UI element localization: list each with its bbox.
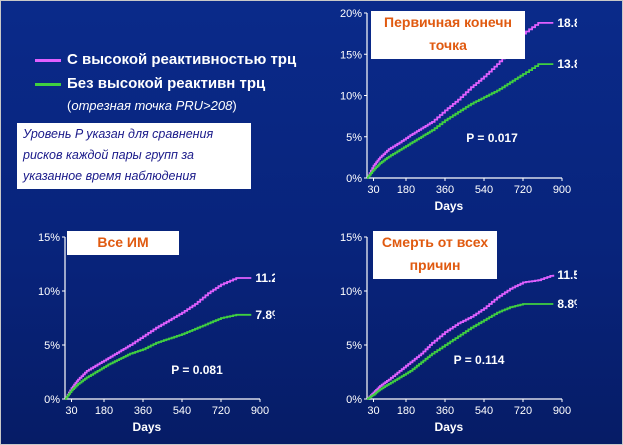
- legend-note-close: ): [232, 98, 237, 113]
- chart-1-xlabel: Days: [133, 420, 162, 434]
- chart-2-ytick-label-0: 0%: [346, 394, 362, 406]
- chart-1-series-0-end-label: 11.2%: [255, 271, 275, 285]
- chart-2-xtick-label-1: 180: [397, 405, 415, 417]
- chart-2-xtick-label-5: 900: [553, 405, 571, 417]
- legend-label-low: Без высокой реактивн трц: [67, 75, 266, 92]
- chart-all-cause-death-title-line-1: Смерть от всех: [381, 234, 489, 250]
- chart-0-ytick-label-0: 0%: [346, 173, 362, 185]
- chart-1-ytick-label-1: 5%: [44, 340, 60, 352]
- note-line-2: рисков каждой пары групп за: [23, 148, 195, 162]
- chart-1-xtick-label-3: 540: [173, 405, 191, 417]
- legend: С высокой реактивностью трц Без высокой …: [35, 48, 325, 116]
- chart-0-series-0-end-label: 18.8%: [557, 16, 577, 30]
- legend-note-open: (: [67, 98, 72, 113]
- chart-2-series-1: [367, 303, 554, 400]
- chart-2-xtick-label-0: 30: [367, 405, 379, 417]
- chart-2-series-0-end-label: 11.5%: [557, 268, 577, 282]
- chart-2-xtick-label-3: 540: [475, 405, 493, 417]
- chart-0-xtick-label-4: 720: [514, 184, 532, 196]
- chart-0-xlabel: Days: [435, 199, 464, 213]
- legend-swatch-low: [35, 83, 61, 86]
- chart-1-series-0: [65, 277, 252, 400]
- chart-all-cause-death-title-line-2: причин: [409, 257, 461, 273]
- chart-all-mi-title: Все ИМ: [67, 231, 179, 255]
- chart-2-xlabel: Days: [435, 420, 464, 434]
- chart-1-ytick-label-0: 0%: [44, 394, 60, 406]
- note-line-3: указанное время наблюдения: [23, 169, 196, 183]
- chart-2-xtick-label-4: 720: [514, 405, 532, 417]
- chart-2-ytick-label-3: 15%: [340, 232, 362, 244]
- p-value-note-box: Уровень P указан для сравнения рисков ка…: [17, 123, 251, 189]
- chart-all-mi-svg: 0% 5% 10% 15% 30 180 360 540 720 900 Days 11.2% 7.8%…: [38, 232, 289, 434]
- chart-primary-endpoint-title-line-2: точка: [429, 37, 467, 53]
- chart-all-cause-death-title: Смерть от всех причин: [373, 231, 497, 279]
- chart-2-p-value: P = 0.114: [454, 353, 505, 367]
- chart-1-series-1-end-label: 7.8%: [255, 308, 275, 322]
- legend-swatch-high: [35, 59, 61, 62]
- note-line-1: Уровень P указан для сравнения: [23, 127, 214, 141]
- chart-all-cause-death-svg: 0% 5% 10% 15% 30 180 360 540 720 900 Days 11.5% 8.8%…: [340, 232, 591, 434]
- chart-1-xtick-label-0: 30: [65, 405, 77, 417]
- chart-0-series-1-end-label: 13.8%: [557, 57, 577, 71]
- chart-1-ytick-label-3: 15%: [38, 232, 60, 244]
- chart-0-ytick-label-4: 20%: [340, 8, 362, 20]
- chart-0-series-1: [367, 63, 554, 179]
- chart-0-xtick-label-0: 30: [367, 184, 379, 196]
- chart-0-xtick-label-3: 540: [475, 184, 493, 196]
- chart-1-xtick-label-4: 720: [212, 405, 230, 417]
- chart-primary-endpoint: 0% 5% 10% 15% 20% 30 180 360 540 720 900 Days 18.8% 1…: [327, 3, 592, 213]
- chart-0-ytick-label-3: 15%: [340, 49, 362, 61]
- chart-1-xtick-label-1: 180: [95, 405, 113, 417]
- chart-primary-endpoint-title-line-1: Первичная конечн: [384, 14, 512, 30]
- chart-0-xtick-label-1: 180: [397, 184, 415, 196]
- chart-1-p-value: P = 0.081: [171, 363, 223, 377]
- chart-2-ytick-label-2: 10%: [340, 286, 362, 298]
- legend-item-low: Без высокой реактивн трц: [35, 72, 325, 96]
- legend-item-high: С высокой реактивностью трц: [35, 48, 325, 72]
- chart-1-xtick-label-5: 900: [251, 405, 269, 417]
- chart-2-ytick-label-1: 5%: [346, 340, 362, 352]
- chart-primary-endpoint-title: Первичная конечн точка: [371, 11, 525, 59]
- chart-2-xtick-label-2: 360: [436, 405, 454, 417]
- chart-0-ytick-label-1: 5%: [346, 132, 362, 144]
- chart-2-series-1-end-label: 8.8%: [557, 297, 577, 311]
- chart-all-cause-death: 0% 5% 10% 15% 30 180 360 540 720 900 Days 11.5% 8.8%…: [327, 227, 591, 434]
- legend-label-high: С высокой реактивностью трц: [67, 51, 297, 68]
- chart-all-mi: 0% 5% 10% 15% 30 180 360 540 720 900 Days 11.2% 7.8%…: [25, 227, 289, 434]
- chart-0-ytick-label-2: 10%: [340, 91, 362, 103]
- chart-1-xtick-label-2: 360: [134, 405, 152, 417]
- chart-1-ytick-label-2: 10%: [38, 286, 60, 298]
- chart-0-xtick-label-2: 360: [436, 184, 454, 196]
- chart-all-mi-title-line-1: Все ИМ: [97, 234, 149, 250]
- chart-1-series-1: [65, 313, 252, 400]
- legend-cutoff-note: (отрезная точка PRU>208): [35, 96, 325, 116]
- chart-0-xtick-label-5: 900: [553, 184, 571, 196]
- chart-2-series-0: [367, 274, 555, 400]
- legend-note-text: отрезная точка PRU>208: [71, 98, 233, 113]
- chart-0-p-value: P = 0.017: [466, 131, 518, 145]
